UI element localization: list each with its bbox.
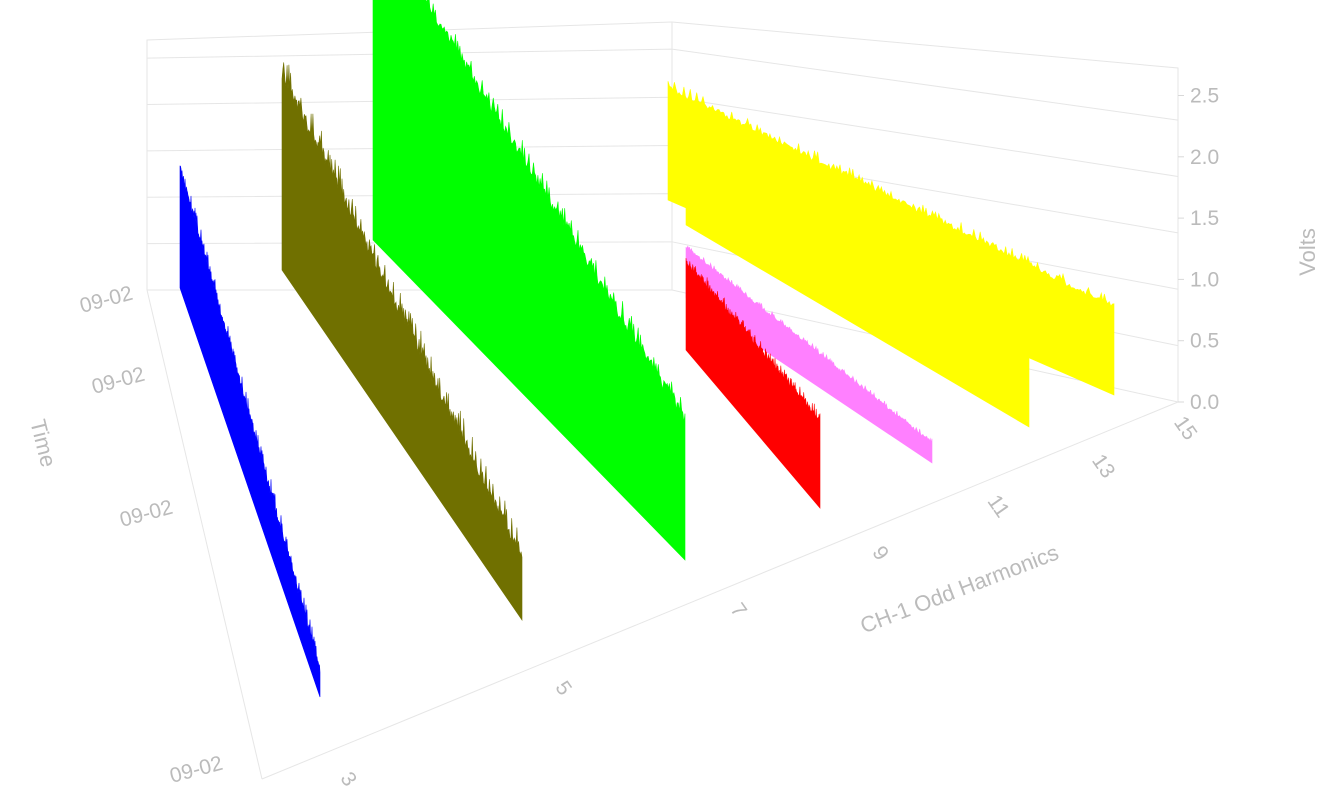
y-tick-label: 09-02 (117, 496, 175, 532)
x-tick-label: 5 (551, 677, 577, 700)
x-tick-label: 15 (1169, 412, 1201, 444)
series-h7 (372, 0, 686, 561)
y-tick-label: 09-02 (89, 363, 147, 399)
series-h15 (667, 81, 1115, 396)
series-h11 (685, 245, 933, 464)
z-tick-label: 2.5 (1190, 85, 1219, 108)
z-axis-title: Volts (1295, 228, 1319, 276)
x-tick-label: 9 (868, 542, 894, 565)
x-tick-label: 3 (336, 768, 362, 791)
z-tick-label: 1.0 (1190, 268, 1219, 291)
z-tick-label: 1.5 (1190, 207, 1219, 230)
chart-series (179, 0, 1115, 698)
x-tick-label: 7 (726, 599, 752, 622)
z-tick-label: 0.5 (1190, 330, 1219, 353)
floor-edge-near (261, 401, 1179, 780)
floor-edge-left (146, 289, 263, 780)
y-tick-label: 09-02 (167, 752, 225, 788)
y-tick-label: 09-02 (77, 282, 135, 318)
x-tick-label: 11 (983, 491, 1014, 522)
y-axis-title: Time (25, 417, 61, 470)
back-wall-edge (146, 21, 673, 290)
z-tick-label: 0.0 (1190, 391, 1219, 414)
volt-gridline (146, 48, 1179, 121)
series-h9 (685, 258, 821, 509)
x-tick-label: 13 (1087, 450, 1119, 482)
series-h5 (281, 62, 523, 621)
series-h3 (179, 165, 321, 698)
z-tick-label: 2.0 (1190, 146, 1219, 169)
side-wall-edge (671, 21, 1179, 402)
series-h13 (685, 117, 1030, 428)
